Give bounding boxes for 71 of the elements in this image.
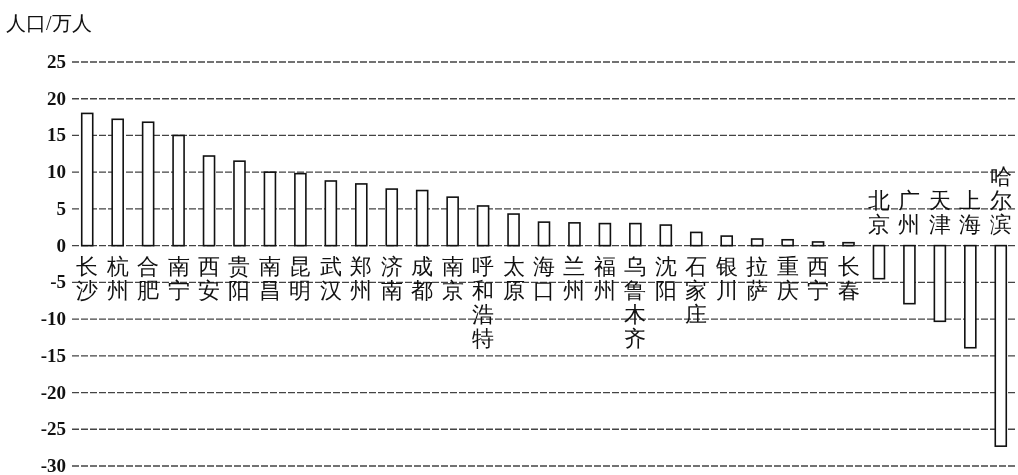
bar [689,231,703,247]
bar [385,188,399,247]
bar [233,160,246,247]
bar [659,224,673,247]
bar [872,244,886,280]
bar [111,118,124,247]
y-tick-label: -15 [40,344,66,366]
bar [568,222,581,247]
y-tick-label: -20 [40,381,66,403]
y-tick-label: 0 [56,234,66,256]
x-tick-label: 南京 [441,253,464,303]
y-axis-title: 人口/万人 [6,12,92,34]
bar [720,235,734,247]
x-tick-label: 北京 [867,187,890,237]
bar [964,244,977,349]
x-tick-label: 成都 [411,253,434,303]
y-tick-label: 20 [47,87,66,109]
x-tick-label: 广州 [898,187,921,237]
x-tick-label: 长春 [837,253,860,303]
bar [263,171,277,247]
y-tick-label: -30 [40,455,66,475]
bar [507,213,520,247]
bar [354,183,368,247]
x-tick-label: 海口 [533,253,555,303]
bar [415,189,429,247]
x-tick-label: 西宁 [807,253,830,303]
bar [598,222,612,247]
bar [324,180,338,247]
bar [781,238,794,247]
bar [537,221,551,247]
bar [903,244,916,305]
x-tick-label: 福州 [593,253,616,303]
bar [629,222,642,247]
y-tick-label: -5 [50,271,66,293]
x-tick-label: 南宁 [167,253,190,303]
y-tick-label: 25 [47,51,66,72]
bar [202,155,216,247]
x-tick-label: 武汉 [319,253,342,303]
y-tick-label: -10 [40,308,66,330]
bar [750,238,764,247]
y-tick-label: 5 [56,197,66,219]
x-tick-label: 济南 [380,253,403,303]
bar [811,241,825,247]
bar [80,112,94,247]
x-tick-label: 上海 [959,187,982,237]
bar [933,244,947,323]
y-tick-label: 10 [47,161,66,183]
x-tick-label: 西安 [198,253,221,303]
y-tick-label: -25 [40,418,66,440]
bar [141,121,155,247]
x-tick-label: 天津 [928,187,951,237]
x-tick-label: 银川 [714,253,738,303]
x-tick-label: 重庆 [776,253,799,303]
x-tick-label: 长沙 [76,253,99,303]
x-tick-label: 太原 [502,253,525,303]
x-tick-label: 沈阳 [654,253,677,303]
bar [842,241,855,247]
x-tick-label: 杭州 [105,253,129,303]
bar [476,205,490,247]
x-tick-label: 南昌 [258,253,281,303]
bar [994,244,1008,447]
x-tick-label: 昆明 [289,253,312,303]
x-tick-label: 合肥 [137,253,160,303]
x-tick-label: 拉萨 [746,253,769,303]
bar [446,196,459,247]
bar [172,134,185,247]
y-tick-label: 15 [47,124,66,146]
bar [294,172,307,247]
x-tick-label: 贵阳 [228,253,251,303]
x-tick-label: 兰州 [563,253,586,303]
x-tick-label: 郑州 [350,253,373,303]
